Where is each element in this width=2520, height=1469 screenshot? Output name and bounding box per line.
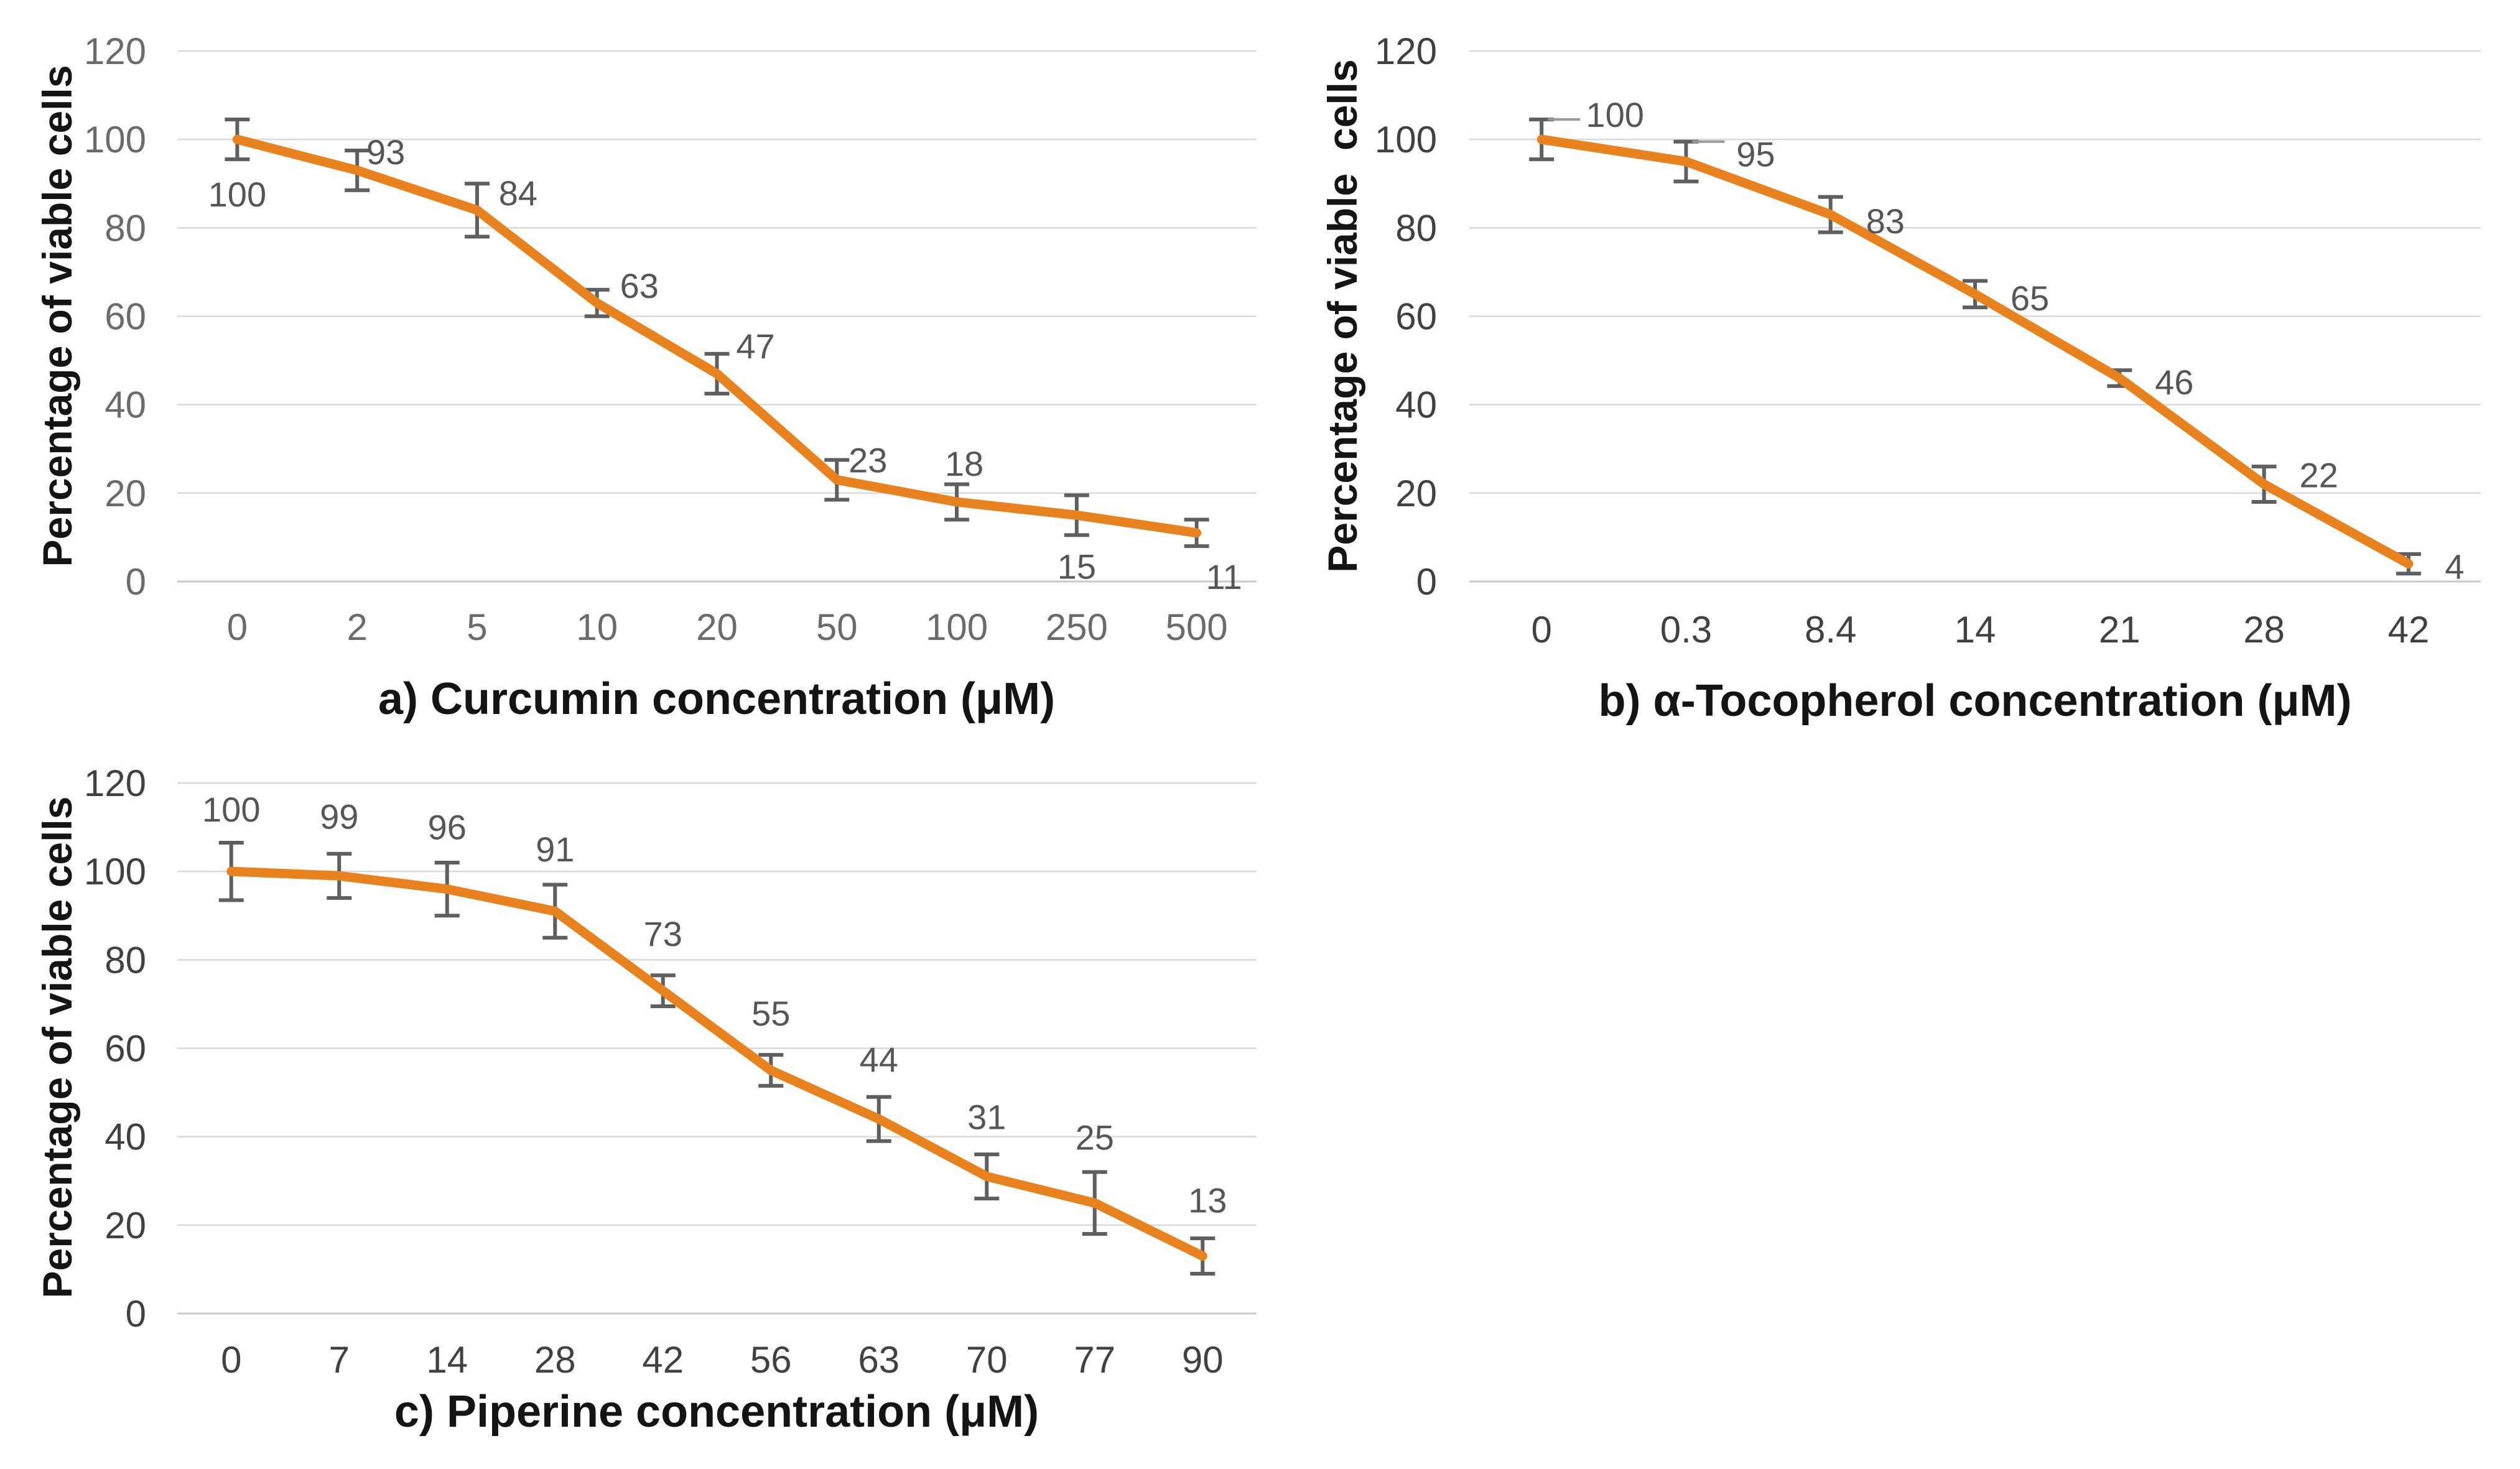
data-label: 63	[620, 266, 659, 305]
x-tick-label: 8.4	[1805, 609, 1856, 651]
y-tick-label: 60	[1395, 296, 1437, 338]
y-tick-label: 60	[105, 296, 146, 338]
y-tick-label: 20	[105, 1205, 146, 1246]
data-label: 100	[202, 790, 260, 829]
x-tick-label: 28	[534, 1339, 576, 1381]
y-tick-label: 120	[84, 30, 146, 72]
data-label: 99	[320, 797, 358, 836]
y-axis-title: Percentage of viable cells	[34, 65, 80, 567]
y-tick-label: 80	[105, 939, 146, 981]
data-label: 47	[736, 327, 774, 366]
y-tick-label: 0	[126, 1293, 146, 1335]
data-label: 100	[1586, 95, 1644, 134]
x-tick-label: 10	[576, 606, 618, 648]
x-tick-label: 100	[926, 606, 988, 648]
plot-area-piperine: 0 20 40 60 80 100 120 0 7 14 28 42 56 63 70 77 90 100 99 96…	[84, 762, 1257, 1381]
data-label: 25	[1076, 1118, 1114, 1157]
data-label: 95	[1736, 135, 1775, 174]
y-tick-label: 0	[126, 561, 146, 603]
x-axis-title: a) Curcumin concentration (μM)	[378, 674, 1056, 724]
y-tick-label: 20	[1395, 473, 1437, 514]
chart-panel-curcumin: 0 20 40 60 80 100 120 0 2 5 10 20 50 100 250 500 100 93 84…	[0, 0, 1281, 734]
x-tick-label: 28	[2243, 609, 2285, 651]
x-tick-label: 63	[858, 1339, 900, 1381]
data-label: 31	[967, 1098, 1006, 1137]
x-tick-label: 7	[329, 1339, 350, 1381]
data-label: 44	[860, 1040, 898, 1079]
x-tick-label: 0.3	[1660, 609, 1712, 651]
y-axis-title: Percentage of viable cells	[1319, 59, 1365, 573]
y-axis-title: Percentage of viable cells	[34, 796, 80, 1299]
y-tick-label: 60	[105, 1028, 146, 1070]
x-tick-label: 250	[1046, 606, 1108, 648]
y-tick-label: 80	[1395, 207, 1437, 249]
x-tick-label: 56	[750, 1339, 792, 1381]
y-tick-label: 100	[1375, 119, 1437, 160]
data-label: 23	[849, 441, 887, 480]
x-tick-label: 2	[346, 606, 367, 648]
x-axis-title: b) α-Tocopherol concentration (μM)	[1598, 676, 2352, 726]
series-line	[1537, 134, 2414, 569]
plot-area-curcumin: 0 20 40 60 80 100 120 0 2 5 10 20 50 100 250 500 100 93 84…	[84, 30, 1257, 648]
x-tick-label: 0	[227, 606, 248, 648]
y-tick-label: 100	[84, 851, 146, 892]
data-label: 22	[2299, 456, 2338, 495]
data-label: 93	[366, 132, 405, 172]
x-tick-label: 5	[467, 606, 487, 648]
y-tick-label: 40	[105, 384, 146, 426]
data-label: 84	[499, 174, 537, 213]
x-tick-label: 0	[1531, 609, 1551, 651]
data-label: 46	[2155, 363, 2193, 402]
x-tick-label: 20	[696, 606, 738, 648]
data-label: 91	[536, 830, 574, 869]
series-line	[226, 866, 1207, 1261]
data-label: 55	[751, 994, 790, 1033]
y-tick-label: 120	[1375, 30, 1437, 72]
data-label: 65	[2011, 279, 2049, 318]
data-label: 13	[1188, 1181, 1227, 1220]
x-tick-label: 77	[1074, 1339, 1115, 1381]
y-tick-label: 40	[1395, 384, 1437, 426]
y-tick-label: 20	[105, 473, 146, 514]
series-line	[232, 134, 1202, 538]
data-label: 83	[1866, 202, 1905, 241]
data-label: 4	[2445, 547, 2464, 586]
x-tick-label: 500	[1166, 606, 1228, 648]
x-tick-label: 50	[816, 606, 858, 648]
data-label: 18	[945, 444, 983, 483]
data-label: 11	[1206, 557, 1242, 596]
y-tick-label: 0	[1416, 561, 1437, 603]
x-tick-label: 42	[642, 1339, 684, 1381]
plot-area-tocopherol: 0 20 40 60 80 100 120 0 0.3 8.4 14 21 28 42 100 95 83 65 4…	[1375, 30, 2481, 651]
x-tick-label: 90	[1182, 1339, 1224, 1381]
data-label: 73	[644, 914, 682, 953]
chart-panel-tocopherol: 0 20 40 60 80 100 120 0 0.3 8.4 14 21 28 42 100 95 83 65 4…	[1281, 0, 2520, 734]
data-label: 15	[1058, 547, 1096, 586]
y-tick-label: 120	[84, 762, 146, 804]
x-tick-label: 14	[1955, 609, 1996, 651]
x-tick-label: 14	[426, 1339, 468, 1381]
x-axis-title: c) Piperine concentration (μM)	[394, 1387, 1039, 1437]
x-tick-label: 70	[966, 1339, 1008, 1381]
x-tick-label: 42	[2387, 609, 2429, 651]
data-label: 100	[208, 175, 266, 214]
chart-panel-piperine: 0 20 40 60 80 100 120 0 7 14 28 42 56 63 70 77 90 100 99 96…	[0, 734, 1281, 1469]
y-tick-label: 40	[105, 1116, 146, 1158]
x-tick-label: 21	[2099, 609, 2141, 651]
y-tick-label: 80	[105, 207, 146, 249]
data-label: 96	[428, 808, 467, 847]
x-tick-label: 0	[221, 1339, 241, 1381]
y-tick-label: 100	[84, 119, 146, 160]
